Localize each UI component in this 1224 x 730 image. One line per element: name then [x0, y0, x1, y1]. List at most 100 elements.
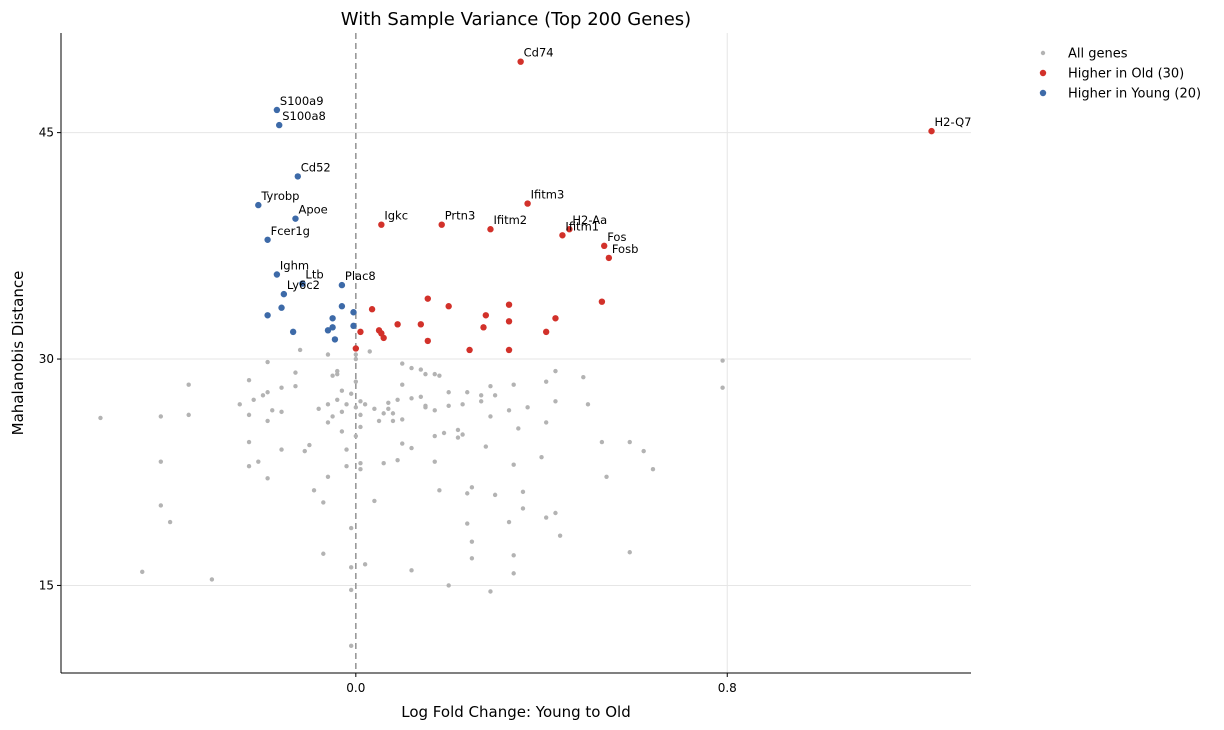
data-point-all	[256, 459, 261, 464]
data-point-all	[367, 349, 372, 354]
data-point-all	[488, 414, 493, 419]
data-point-old	[368, 306, 376, 313]
data-point-all	[293, 384, 298, 389]
x-axis-label: Log Fold Change: Young to Old	[401, 703, 631, 721]
data-point-young	[294, 173, 301, 180]
data-point-all	[409, 568, 414, 573]
data-point-all	[348, 587, 354, 593]
data-point-all	[209, 577, 215, 582]
gene-label-h2-aa: H2-Aa	[572, 213, 607, 227]
data-point-all	[432, 459, 437, 464]
data-point-old	[605, 254, 613, 262]
data-point-all	[186, 382, 191, 387]
data-point-all	[158, 414, 164, 419]
data-point-all	[488, 589, 493, 594]
data-point-all	[140, 569, 145, 575]
data-point-old	[394, 321, 401, 328]
data-point-old	[542, 328, 550, 336]
data-point-all	[506, 408, 512, 413]
data-point-all	[297, 347, 303, 353]
data-point-all	[246, 412, 252, 418]
data-point-all	[186, 412, 191, 418]
data-point-all	[511, 553, 516, 558]
data-point-all	[390, 411, 396, 416]
gene-label-cd52: Cd52	[301, 160, 331, 174]
data-point-old	[380, 334, 387, 342]
data-point-all	[372, 498, 377, 504]
gene-label-ifitm2: Ifitm2	[493, 213, 527, 227]
data-point-young	[280, 290, 288, 298]
data-point-all	[358, 424, 363, 430]
data-point-all	[381, 460, 386, 466]
data-point-all	[353, 379, 359, 384]
data-point-all	[539, 454, 544, 460]
data-point-all	[395, 397, 400, 402]
data-point-all	[372, 406, 377, 412]
data-point-all	[585, 402, 591, 407]
data-point-all	[348, 391, 354, 396]
data-point-all	[409, 396, 414, 401]
data-point-young	[350, 309, 357, 316]
data-point-old	[598, 298, 606, 305]
data-point-all	[386, 400, 391, 406]
data-point-all	[335, 368, 340, 374]
data-point-all	[488, 384, 493, 389]
data-point-all	[400, 441, 405, 446]
data-point-all	[432, 371, 437, 377]
data-point-old	[357, 328, 364, 336]
data-point-all	[246, 439, 252, 445]
data-point-young	[264, 312, 271, 319]
data-point-all	[353, 352, 359, 357]
data-point-all	[279, 447, 284, 452]
data-point-all	[441, 430, 447, 436]
data-point-all	[418, 367, 424, 372]
data-point-all	[348, 525, 354, 531]
data-point-old	[601, 242, 608, 250]
data-point-all	[553, 510, 558, 516]
data-point-all	[553, 368, 558, 374]
data-point-all	[511, 571, 516, 576]
data-point-all	[330, 373, 335, 378]
legend-marker-all	[1040, 50, 1046, 56]
data-point-all	[400, 382, 405, 387]
data-point-all	[557, 533, 563, 538]
series-higher-in-old	[352, 58, 935, 354]
gene-label-tyrobp: Tyrobp	[260, 189, 299, 203]
data-point-old	[424, 337, 431, 345]
data-point-all	[260, 393, 266, 398]
data-point-all	[344, 464, 349, 469]
data-point-young	[329, 315, 336, 322]
data-point-all	[520, 489, 526, 495]
data-point-all	[279, 409, 284, 415]
y-tick-label: 30	[39, 352, 54, 366]
data-point-old	[566, 226, 573, 233]
data-point-old	[480, 324, 487, 331]
gene-label-ly6c2: Ly6c2	[287, 278, 320, 292]
data-point-all	[265, 390, 270, 395]
data-point-all	[520, 506, 526, 511]
data-point-all	[353, 405, 359, 410]
data-point-old	[417, 321, 425, 328]
data-point-all	[316, 406, 321, 412]
data-point-old	[438, 221, 445, 228]
data-point-all	[400, 361, 405, 366]
data-point-all	[409, 365, 414, 371]
data-point-young	[264, 236, 271, 243]
data-point-young	[273, 271, 281, 278]
data-point-old	[552, 315, 559, 322]
data-point-all	[469, 539, 475, 544]
data-point-old	[524, 200, 531, 207]
data-point-all	[511, 462, 516, 467]
data-point-all	[465, 521, 470, 526]
data-point-all	[158, 459, 164, 464]
data-point-all	[418, 394, 424, 399]
gene-label-ltb: Ltb	[305, 268, 323, 282]
data-point-all	[395, 457, 400, 463]
data-point-all	[492, 492, 498, 498]
data-point-old	[559, 232, 566, 239]
gene-label-s100a8: S100a8	[282, 109, 326, 123]
data-point-all	[330, 414, 335, 419]
y-axis-label: Mahalanobis Distance	[9, 271, 27, 436]
y-tick-label: 15	[39, 578, 54, 592]
legend-marker-old	[1039, 69, 1047, 77]
